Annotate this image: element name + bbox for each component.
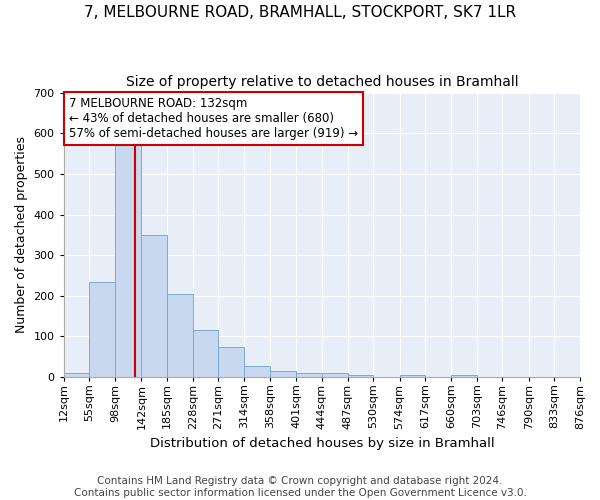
Bar <box>296 372 322 376</box>
Title: Size of property relative to detached houses in Bramhall: Size of property relative to detached ho… <box>125 75 518 89</box>
Bar <box>400 374 425 376</box>
Bar <box>167 294 193 376</box>
Bar <box>89 282 115 376</box>
Bar <box>347 374 373 376</box>
Bar <box>244 366 271 376</box>
Text: Contains HM Land Registry data © Crown copyright and database right 2024.
Contai: Contains HM Land Registry data © Crown c… <box>74 476 526 498</box>
Bar <box>64 374 89 376</box>
Y-axis label: Number of detached properties: Number of detached properties <box>15 136 28 334</box>
Bar <box>142 235 167 376</box>
Bar <box>115 142 142 376</box>
Bar <box>193 330 218 376</box>
Text: 7, MELBOURNE ROAD, BRAMHALL, STOCKPORT, SK7 1LR: 7, MELBOURNE ROAD, BRAMHALL, STOCKPORT, … <box>84 5 516 20</box>
Bar <box>218 347 244 376</box>
Bar <box>451 374 476 376</box>
X-axis label: Distribution of detached houses by size in Bramhall: Distribution of detached houses by size … <box>149 437 494 450</box>
Bar <box>322 372 347 376</box>
Text: 7 MELBOURNE ROAD: 132sqm
← 43% of detached houses are smaller (680)
57% of semi-: 7 MELBOURNE ROAD: 132sqm ← 43% of detach… <box>69 97 358 140</box>
Bar <box>271 370 296 376</box>
